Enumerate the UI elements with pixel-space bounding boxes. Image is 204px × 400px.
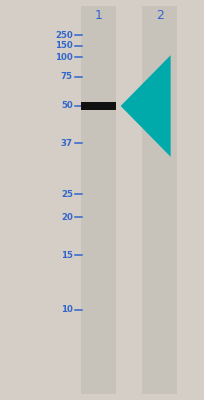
Text: 50: 50 bbox=[61, 102, 72, 110]
Text: 10: 10 bbox=[61, 306, 72, 314]
Text: 2: 2 bbox=[155, 9, 163, 22]
Text: 20: 20 bbox=[61, 213, 72, 222]
Text: 1: 1 bbox=[94, 9, 102, 22]
Bar bbox=[81, 6, 115, 394]
Text: 250: 250 bbox=[55, 31, 72, 40]
Text: 150: 150 bbox=[55, 42, 72, 50]
Text: 25: 25 bbox=[61, 190, 72, 199]
Bar bbox=[81, 102, 115, 110]
Text: 15: 15 bbox=[61, 251, 72, 260]
Text: 75: 75 bbox=[60, 72, 72, 81]
Text: 100: 100 bbox=[55, 53, 72, 62]
Text: 37: 37 bbox=[60, 139, 72, 148]
Bar bbox=[142, 6, 176, 394]
